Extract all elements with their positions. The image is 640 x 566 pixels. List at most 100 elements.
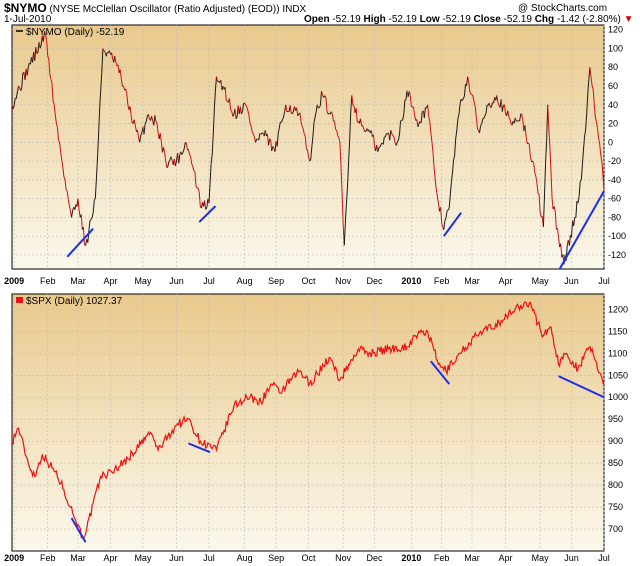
- nymo-segment: [26, 67, 29, 76]
- nymo-segment: [340, 166, 343, 194]
- nymo-segment: [373, 134, 376, 148]
- nymo-segment: [391, 133, 394, 137]
- nymo-segment: [529, 156, 532, 162]
- chg-value: -1.42 (-2.80%): [556, 14, 621, 25]
- x-tick-label: Nov: [335, 553, 352, 563]
- x-tick-label: Jul: [598, 276, 610, 286]
- nymo-segment: [235, 116, 238, 119]
- nymo-segment: [259, 133, 262, 135]
- nymo-segment: [593, 104, 596, 117]
- nymo-segment: [544, 161, 547, 196]
- nymo-segment: [554, 211, 557, 230]
- nymo-segment: [55, 123, 58, 128]
- nymo-segment: [538, 195, 541, 213]
- x-tick-label: 2010: [401, 553, 421, 563]
- nymo-segment: [568, 235, 571, 246]
- nymo-segment: [557, 228, 559, 237]
- nymo-segment: [585, 113, 588, 131]
- nymo-segment: [296, 107, 299, 116]
- x-tick-label: Jun: [169, 553, 184, 563]
- nymo-segment: [534, 171, 537, 177]
- nymo-segment: [584, 129, 587, 138]
- nymo-segment: [601, 161, 604, 175]
- nymo-segment: [155, 120, 158, 124]
- x-tick-label: Oct: [302, 553, 317, 563]
- nymo-segment: [71, 210, 74, 218]
- y-tick-label: 120: [608, 25, 623, 35]
- x-tick-label: May: [532, 553, 550, 563]
- nymo-segment: [21, 73, 24, 89]
- nymo-segment: [35, 47, 38, 54]
- nymo-segment: [249, 123, 252, 127]
- x-tick-label: Dec: [367, 276, 384, 286]
- nymo-segment: [59, 142, 62, 153]
- nymo-segment: [156, 123, 159, 133]
- x-tick-label: Mar: [464, 553, 480, 563]
- nymo-segment: [462, 96, 465, 99]
- nymo-segment: [315, 104, 318, 113]
- nymo-segment: [216, 76, 219, 82]
- nymo-segment: [524, 125, 527, 137]
- nymo-segment: [192, 166, 195, 171]
- nymo-segment: [45, 34, 48, 41]
- nymo-segment: [355, 108, 358, 122]
- x-tick-label: Mar: [70, 276, 86, 286]
- nymo-segment: [299, 112, 302, 122]
- ohlc-line: Open -52.19 High -52.19 Low -52.19 Close…: [304, 14, 634, 25]
- nymo-segment: [318, 105, 321, 108]
- nymo-segment: [336, 130, 339, 136]
- nymo-segment: [231, 111, 234, 117]
- nymo-segment: [580, 164, 583, 180]
- y-tick-label: 100: [608, 43, 623, 53]
- nymo-segment: [226, 100, 228, 102]
- nymo-segment: [432, 152, 435, 169]
- y-tick-label: 1050: [608, 370, 628, 380]
- nymo-segment: [244, 102, 247, 106]
- nymo-segment: [526, 142, 529, 145]
- nymo-segment: [335, 128, 338, 131]
- nymo-segment: [527, 142, 530, 145]
- nymo-segment: [416, 119, 419, 127]
- x-tick-label: May: [134, 276, 152, 286]
- nymo-segment: [417, 123, 420, 127]
- nymo-segment: [325, 97, 328, 111]
- nymo-segment: [271, 146, 274, 152]
- nymo-segment: [582, 137, 585, 151]
- nymo-segment: [319, 90, 322, 106]
- nymo-segment: [597, 127, 600, 139]
- y-tick-label: 60: [608, 81, 618, 91]
- nymo-segment: [420, 111, 423, 124]
- nymo-segment: [428, 115, 431, 122]
- nymo-segment: [475, 117, 478, 129]
- nymo-segment: [178, 154, 181, 164]
- nymo-segment: [44, 31, 47, 35]
- nymo-segment: [193, 170, 196, 173]
- nymo-segment: [600, 155, 603, 162]
- nymo-segment: [447, 207, 450, 211]
- nymo-segment: [145, 116, 148, 122]
- nymo-segment: [386, 133, 388, 135]
- close-value: -52.19: [503, 14, 532, 25]
- nymo-segment: [15, 91, 18, 99]
- nymo-segment: [194, 171, 197, 186]
- x-tick-label: Apr: [499, 276, 513, 286]
- nymo-segment: [52, 100, 55, 105]
- nymo-segment: [291, 111, 294, 114]
- x-tick-label: Apr: [103, 276, 117, 286]
- nymo-segment: [269, 138, 272, 141]
- nymo-segment: [268, 138, 271, 146]
- spx-panel: 700 750 800 850 900 950 1000 1050 1100 1150 1200 20…: [4, 293, 628, 563]
- nymo-segment: [553, 206, 556, 213]
- nymo-segment: [256, 138, 258, 140]
- nymo-segment: [311, 136, 314, 148]
- nymo-segment: [500, 99, 503, 112]
- nymo-segment: [206, 198, 209, 208]
- nymo-segment: [100, 72, 103, 91]
- nymo-segment: [519, 114, 522, 122]
- nymo-segment: [78, 209, 81, 218]
- trendline: [70, 517, 87, 543]
- nymo-segment: [497, 102, 500, 106]
- x-tick-label: Apr: [499, 553, 513, 563]
- nymo-segment: [536, 182, 539, 194]
- nymo-segment: [12, 105, 15, 109]
